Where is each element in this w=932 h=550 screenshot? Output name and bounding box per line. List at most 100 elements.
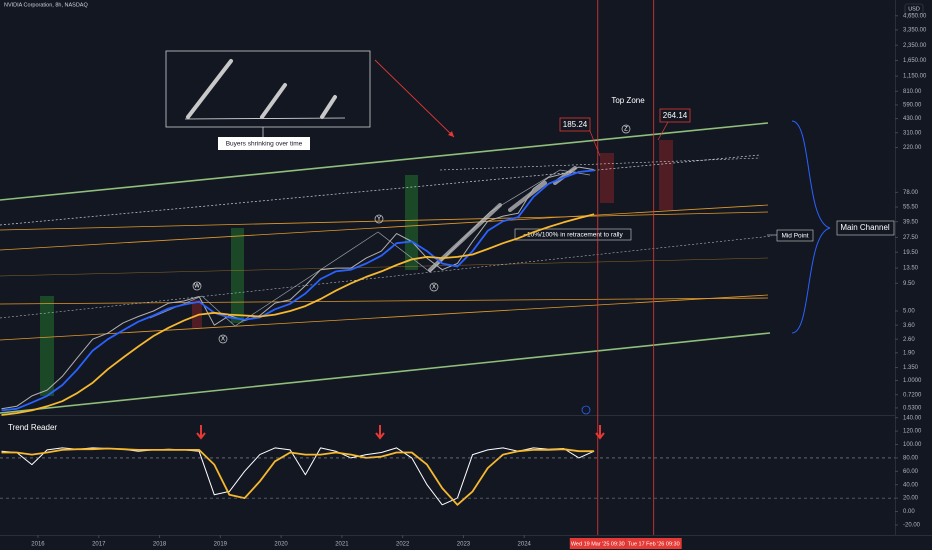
y-tick-label: 80.00 (903, 455, 919, 461)
connector (657, 121, 669, 141)
mid-line (0, 154, 761, 226)
currency-box[interactable] (904, 3, 924, 15)
zone-red (600, 153, 614, 203)
add-button[interactable] (581, 405, 591, 415)
x-tick-label: 2016 (31, 542, 45, 548)
illustration-leg (260, 83, 287, 119)
illustration-leg (320, 95, 337, 119)
y-tick-label: 1.90 (903, 350, 915, 356)
y-tick-label: 19.50 (903, 250, 919, 256)
y-tick-label: 2.60 (903, 337, 915, 343)
zone-green (405, 175, 418, 270)
currency[interactable]: USD (908, 6, 920, 12)
wave-circle (429, 282, 439, 292)
arrow-head (448, 131, 454, 137)
y-tick-label: 430.00 (903, 116, 922, 122)
label-box (609, 95, 647, 107)
y-tick-label: 27.50 (903, 235, 919, 241)
channel-line (0, 297, 769, 305)
y-tick-label: 590.00 (903, 103, 922, 109)
label-box (659, 108, 691, 123)
x-tick-label: 2021 (335, 542, 349, 548)
channel-line (0, 211, 769, 231)
y-tick-label: 2,350.00 (903, 43, 927, 49)
drawings: Buyers shrinking over time Top Zone 185.… (0, 0, 932, 536)
y-tick-label: 60.00 (903, 469, 919, 475)
wave-circle (374, 214, 384, 224)
label-box (559, 117, 591, 132)
signal-arrow (595, 425, 605, 440)
y-tick-label: 0.5300 (903, 406, 922, 412)
label-box (218, 137, 310, 150)
date-marker-box (625, 538, 682, 549)
arrow (374, 59, 455, 138)
zone-red (659, 140, 673, 210)
series-line (1, 447, 595, 506)
x-tick-label: 2018 (153, 542, 167, 548)
y-tick-label: 13.50 (903, 266, 919, 272)
annotation: Buyers shrinking over time (226, 141, 303, 148)
y-tick-label: 1,150.00 (903, 74, 927, 80)
date-marker-box (569, 538, 626, 549)
illustration-leg (186, 59, 233, 119)
y-tick-label: 55.50 (903, 205, 919, 211)
x-tick-label: 2024 (518, 542, 532, 548)
y-tick-label: 120.00 (903, 429, 922, 435)
rally-leg (508, 181, 547, 212)
mid-line (439, 157, 761, 171)
y-tick-label: 220.00 (903, 145, 922, 151)
y-tick-label: 9.50 (903, 281, 915, 287)
signal-arrow (375, 425, 385, 440)
y-tick-label: 5.00 (903, 309, 915, 315)
y-tick-label: 3.60 (903, 323, 915, 329)
zone-green (231, 228, 244, 323)
y-tick-label: 0.00 (903, 509, 915, 515)
date-marker-label: Tue 17 Feb '26 09:30 (628, 541, 680, 547)
y-tick-label: 1.350 (903, 365, 919, 371)
y-tick-label: 78.00 (903, 190, 919, 196)
wave-lines (149, 169, 591, 327)
x-tick-label: 2023 (457, 542, 471, 548)
x-tick-label: 2022 (396, 542, 410, 548)
channel-bottom (0, 332, 771, 414)
y-tick-label: 3,350.00 (903, 28, 927, 34)
wave-label: Z (624, 127, 628, 133)
annotation: Main Channel (840, 223, 890, 232)
series-line (1, 213, 595, 416)
indicator-name: Trend Reader (8, 423, 57, 432)
y-tick-label: 40.00 (903, 482, 919, 488)
symbol: NVIDIA Corporation, 8h, NASDAQ (4, 2, 88, 8)
annotation: 264.14 (663, 111, 688, 120)
zone-green (40, 296, 54, 396)
y-tick-label: 4,650.00 (903, 13, 927, 19)
label-box (776, 229, 814, 242)
signal-arrow (196, 425, 206, 440)
y-tick-label: 810.00 (903, 89, 922, 95)
illustration-base (184, 117, 346, 120)
y-tick-label: 1,650.00 (903, 58, 927, 64)
rally-leg (428, 203, 502, 272)
y-tick-label: 20.00 (903, 496, 919, 502)
zone-red (192, 300, 202, 328)
y-tick-label: 0.7200 (903, 392, 922, 398)
label-box (0, 422, 56, 434)
date-marker-label: Wed 19 Mar '25 09:30 (571, 541, 625, 547)
series-line (1, 166, 595, 410)
mid-line (0, 235, 773, 319)
annotation: Top Zone (611, 96, 645, 105)
annotation: Mid Point (781, 233, 808, 240)
y-tick-label: 39.50 (903, 219, 919, 225)
wave-label: X (432, 285, 436, 291)
illustration-box (165, 50, 371, 128)
wave-labels: W X Y X Z (192, 124, 631, 344)
x-tick-label: 2017 (92, 542, 106, 548)
series-line (1, 169, 595, 412)
channel-line (0, 204, 769, 251)
x-tick-label: 2020 (274, 542, 288, 548)
plot (1, 166, 595, 506)
y-tick-label: -20.00 (903, 523, 921, 529)
wave-label: W (194, 284, 200, 290)
y-tick-label: 1.0000 (903, 378, 922, 384)
